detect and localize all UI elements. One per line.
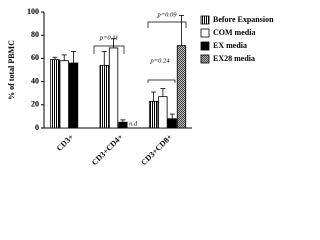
x-tick-label: CD3+ — [55, 132, 76, 153]
y-tick-label: 80 — [31, 30, 39, 39]
legend-swatch — [200, 54, 210, 64]
legend-label: COM media — [213, 28, 255, 37]
x-tick-label: CD3+CD4+ — [90, 132, 125, 167]
bar — [59, 60, 69, 129]
bar — [50, 59, 60, 129]
annotation: p=0.11 — [99, 34, 119, 41]
bar — [99, 64, 109, 129]
bar — [108, 47, 119, 129]
y-tick-label: 60 — [31, 53, 39, 62]
annotation: p=0.24 — [149, 57, 170, 64]
bar — [158, 96, 168, 129]
bar — [176, 45, 187, 129]
legend-label: EX28 media — [213, 54, 255, 63]
x-tick-label: CD3+CD8+ — [139, 132, 174, 167]
bar — [118, 121, 128, 129]
legend-label: Before Expansion — [213, 15, 274, 24]
significance-bracket — [147, 21, 187, 28]
bar — [68, 62, 79, 129]
annotation: n.d — [129, 120, 138, 127]
bar — [148, 100, 159, 129]
significance-bracket — [147, 79, 176, 83]
y-tick-label: 0 — [35, 123, 39, 132]
y-tick-label: 100 — [27, 7, 39, 16]
annotation: p=0.09 — [156, 11, 177, 18]
y-tick-label: 20 — [31, 100, 39, 109]
legend-label: EX media — [213, 41, 247, 50]
bar — [167, 118, 177, 129]
chart: % of total PBMC 0 20 40 60 80 100 CD3+ CD3+CD4+… — [7, 7, 274, 167]
significance-bracket — [93, 45, 125, 54]
legend-swatch — [200, 28, 210, 38]
legend-swatch — [200, 41, 210, 51]
y-axis-label: % of total PBMC — [7, 40, 16, 100]
y-tick-label: 40 — [31, 76, 39, 85]
legend-swatch — [200, 15, 210, 25]
